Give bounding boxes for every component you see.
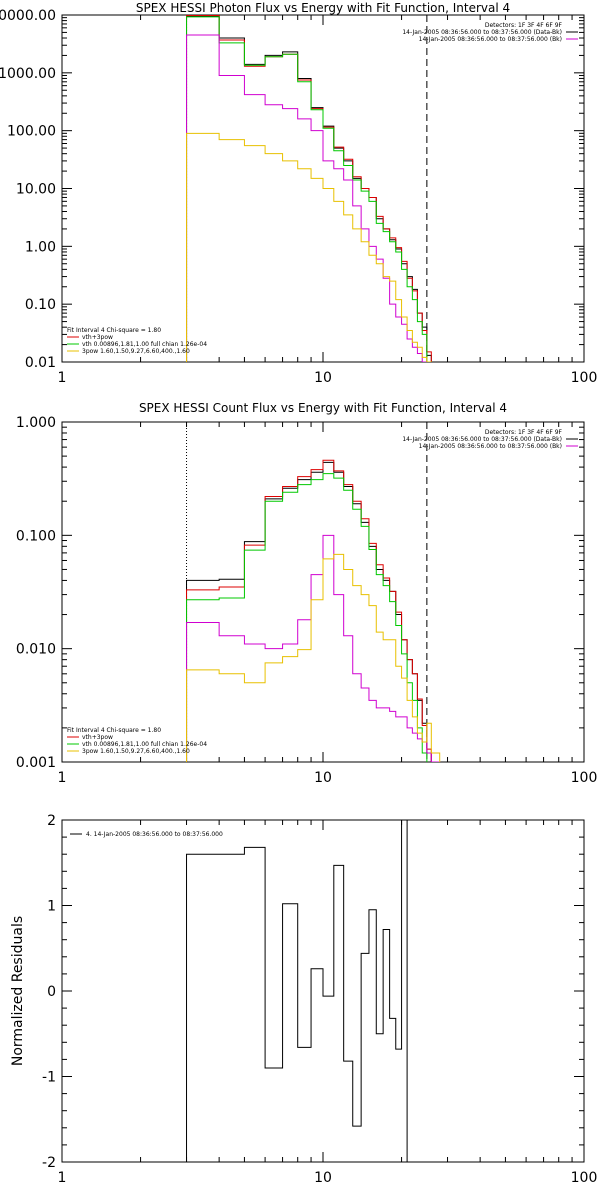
y-tick-label: 1 <box>47 899 56 915</box>
y-tick-label: 1.00 <box>25 239 56 255</box>
x-tick-label: 100 <box>571 770 598 786</box>
y-tick-label: -1 <box>42 1070 56 1086</box>
legend-left-entry: 3pow 1.60,1.50,9.27,6.60,400.,1.60 <box>82 748 190 755</box>
y-tick-label: 100.00 <box>7 124 56 140</box>
legend-left-entry: 4. 14-Jan-2005 08:36:56.000 to 08:37:56.… <box>86 831 223 838</box>
series-line-residuals <box>186 820 408 1162</box>
series-line-bk <box>186 534 441 762</box>
legend-right-entry: 14-Jan-2005 08:36:56.000 to 08:37:56.000… <box>419 443 562 450</box>
legend-left-entry: vth 0.00896,1.81,1.00 full chian 1.26e-0… <box>82 741 207 748</box>
legend-left-entry: vth 0.00896,1.81,1.00 full chian 1.26e-0… <box>82 341 207 348</box>
series-line-vth <box>186 16 432 362</box>
legend-left-entry: Fit Interval 4 Chi-square = 1.80 <box>67 727 161 734</box>
x-tick-label: 100 <box>571 370 598 386</box>
series-line-vth-3pow <box>186 15 432 362</box>
y-tick-label: 10000.00 <box>0 8 56 24</box>
chart-title: SPEX HESSI Count Flux vs Energy with Fit… <box>139 401 507 415</box>
y-axis-label: Normalized Residuals <box>10 916 26 1066</box>
chart-panel-2: SPEX HESSI Count Flux vs Energy with Fit… <box>16 401 598 786</box>
legend-right-entry: 14-Jan-2005 08:36:56.000 to 08:37:56.000… <box>419 36 562 43</box>
y-tick-label: -2 <box>42 1155 56 1171</box>
y-tick-label: 2 <box>47 813 56 829</box>
legend-right-entry: Detectors: 1F 3F 4F 6F 9F <box>485 429 563 436</box>
series-line-3pow <box>186 132 432 362</box>
x-tick-label: 1 <box>58 370 67 386</box>
chart-panel-1: SPEX HESSI Photon Flux vs Energy with Fi… <box>0 1 597 386</box>
x-tick-label: 100 <box>571 1170 598 1186</box>
y-tick-label: 1000.00 <box>0 66 56 82</box>
y-tick-label: 0 <box>47 984 56 1000</box>
x-tick-label: 10 <box>314 770 332 786</box>
x-tick-label: 10 <box>314 370 332 386</box>
legend-left-entry: vth+3pow <box>82 734 113 741</box>
chart-title: SPEX HESSI Photon Flux vs Energy with Fi… <box>136 1 510 15</box>
legend-right-entry: Detectors: 1F 3F 4F 6F 9F <box>485 22 563 29</box>
chart-panel-3: 1 10 100 -2 -1 0 1 2 Normalized Residuals 4. 14-J… <box>10 813 598 1186</box>
x-tick-label: 1 <box>58 1170 67 1186</box>
legend-right-entry: 14-Jan-2005 08:36:56.000 to 08:37:56.000… <box>402 436 562 443</box>
series-line-vth-3pow <box>186 459 432 762</box>
series-line-vth <box>186 473 428 762</box>
y-tick-label: 0.01 <box>25 355 56 371</box>
series-line-bk <box>186 34 428 362</box>
legend-left-entry: 3pow 1.60,1.50,9.27,6.60,400.,1.60 <box>82 348 190 355</box>
legend-left-entry: vth+3pow <box>82 334 113 341</box>
y-tick-label: 10.00 <box>16 182 56 198</box>
x-tick-label: 1 <box>58 770 67 786</box>
y-tick-label: 1.000 <box>16 415 56 431</box>
legend-left-entry: Fit Interval 4 Chi-square = 1.80 <box>67 327 161 334</box>
series-line-3pow <box>186 553 441 762</box>
legend-right-entry: 14-Jan-2005 08:36:56.000 to 08:37:56.000… <box>402 29 562 36</box>
y-tick-label: 0.010 <box>16 642 56 658</box>
series-line-data-bk <box>186 15 432 362</box>
y-tick-label: 0.100 <box>16 528 56 544</box>
y-tick-label: 0.001 <box>16 755 56 771</box>
x-tick-label: 10 <box>314 1170 332 1186</box>
y-tick-label: 0.10 <box>25 297 56 313</box>
